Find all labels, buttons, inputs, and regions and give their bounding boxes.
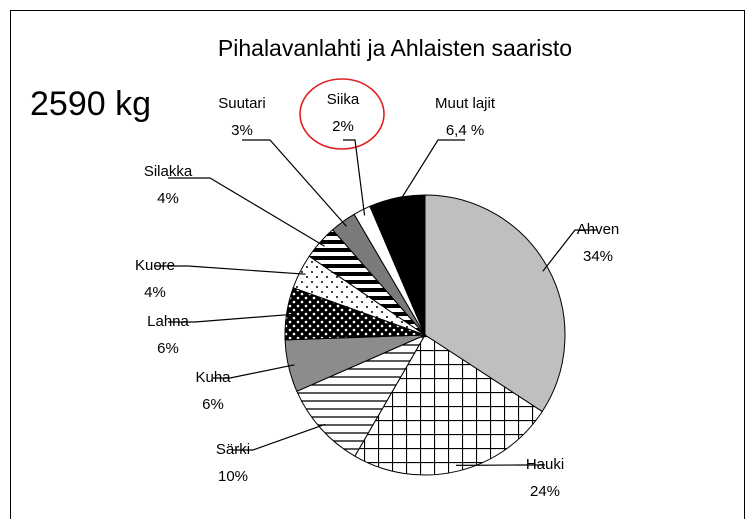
leader-line [542, 229, 598, 272]
slice-value-label: 2% [332, 118, 354, 135]
leader-line [397, 139, 465, 205]
slice-value-label: 4% [144, 284, 166, 301]
slice-label: Muut lajit [435, 95, 496, 112]
slice-label: Kuha [195, 369, 231, 386]
slice-label: Kuore [135, 257, 175, 274]
slice-label: Silakka [144, 163, 193, 180]
leader-line [343, 139, 366, 216]
slice-value-label: 34% [583, 248, 613, 265]
slice-label: Suutari [218, 95, 266, 112]
slice-value-label: 3% [231, 122, 253, 139]
slice-value-label: 6% [202, 396, 224, 413]
pie-slice [369, 194, 426, 336]
leader-line [213, 364, 295, 379]
leader-line [233, 423, 326, 451]
slice-value-label: 6,4 % [446, 122, 484, 139]
slice-value-label: 4% [157, 190, 179, 207]
pie-slice [296, 333, 427, 457]
slice-value-label: 24% [530, 483, 560, 500]
slice-label: Lahna [147, 313, 189, 330]
chart-title: Pihalavanlahti ja Ahlaisten saaristo [218, 35, 572, 61]
slice-label: Särki [216, 441, 250, 458]
highlight-circle [299, 78, 385, 150]
slice-value-label: 10% [218, 468, 248, 485]
pie-slice [354, 334, 543, 476]
slice-label: Ahven [577, 221, 620, 238]
leader-line [168, 313, 293, 323]
leader-line [155, 265, 306, 275]
slice-label: Siika [327, 91, 360, 108]
slice-label: Hauki [526, 456, 564, 473]
slice-value-label: 6% [157, 340, 179, 357]
leader-line [242, 139, 347, 227]
leader-line [168, 177, 325, 247]
annotation: 2590 kg [30, 85, 151, 123]
